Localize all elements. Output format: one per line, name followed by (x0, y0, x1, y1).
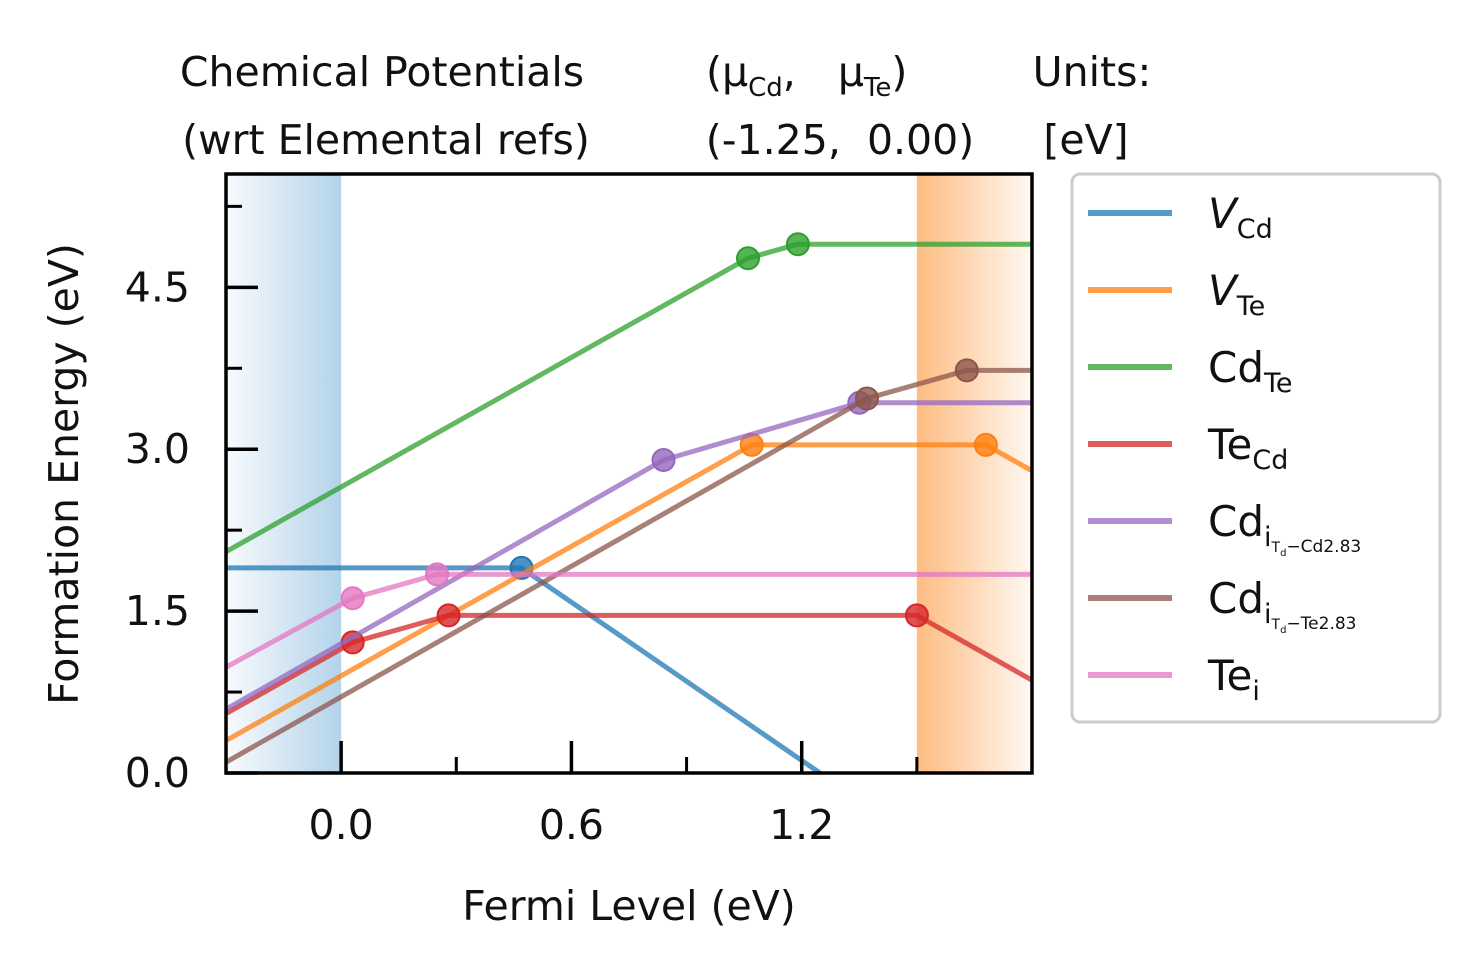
y-tick-label: 4.5 (125, 263, 190, 311)
x-tick-label: 0.6 (539, 801, 604, 849)
transition-level-marker-3-1 (436, 603, 461, 628)
mu-te-sub: Te (863, 73, 891, 103)
legend-label-main: Cd (1208, 574, 1264, 623)
transition-level-marker-6-1 (425, 562, 450, 587)
legend-label-main: Cd (1208, 343, 1264, 392)
legend-label-main: Te (1207, 420, 1252, 469)
legend-label-main: Cd (1208, 497, 1264, 546)
legend-label-main: V (1208, 266, 1240, 315)
header-units-line1: Units: (1033, 48, 1152, 96)
y-tick-label: 1.5 (125, 587, 190, 635)
y-tick-label: 0.0 (125, 749, 190, 797)
x-axis-label: Fermi Level (eV) (462, 882, 796, 930)
legend-label-sub: Te (1263, 368, 1293, 399)
legend-label-1: VTe (1208, 266, 1265, 322)
legend-label-0: VCd (1208, 189, 1273, 245)
header-units-line2: [eV] (1043, 116, 1128, 164)
series-line-4 (226, 400, 1032, 712)
plot-frame (224, 172, 1034, 775)
series-line-6 (226, 571, 1032, 670)
legend-label-4: CdiTd−Cd2.83 (1208, 497, 1361, 559)
legend-label-main: V (1208, 189, 1240, 238)
legend-label-sub: i (1264, 522, 1272, 553)
mu-te: μ (838, 48, 864, 96)
transition-level-marker-2-0 (736, 246, 760, 271)
legend-box (1070, 172, 1442, 724)
mu-open: (μ (706, 48, 748, 96)
legend-label-6: Tei (1207, 651, 1260, 707)
chart-header: Chemical Potentials (wrt Elemental refs)… (180, 48, 1151, 164)
transition-level-marker-6-0 (340, 586, 365, 611)
legend: VCdVTeCdTeTeCdCdiTd−Cd2.83CdiTd−Te2.83Te… (1070, 172, 1442, 724)
legend-label-5: CdiTd−Te2.83 (1208, 574, 1357, 636)
y-tick-label: 3.0 (125, 425, 190, 473)
legend-label-subtail: −Te2.83 (1286, 614, 1356, 634)
header-left-line2: (wrt Elemental refs) (182, 116, 590, 164)
header-mu-line: (μCd, μTe) (706, 48, 907, 103)
transition-level-marker-5-0 (855, 386, 879, 411)
valence-band-region (226, 174, 342, 773)
legend-label-2: CdTe (1208, 343, 1293, 399)
legend-label-subsubsub: d (1280, 548, 1286, 559)
legend-label-sub: i (1264, 599, 1272, 630)
mu-close: ) (891, 48, 907, 96)
legend-label-sub: Cd (1252, 445, 1288, 476)
legend-label-3: TeCd (1207, 420, 1288, 476)
tick-layer: 0.0 0.6 1.2 0.0 1.5 3.0 4.5 (125, 204, 919, 849)
legend-label-subtail: −Cd2.83 (1286, 537, 1361, 557)
mu-cd-sub: Cd (748, 73, 783, 103)
transition-level-marker-4-0 (651, 448, 676, 472)
legend-label-sub: Cd (1237, 214, 1273, 245)
mu-sep: , (783, 48, 796, 96)
transition-level-marker-2-1 (785, 232, 810, 257)
header-values-line: (-1.25, 0.00) (706, 116, 974, 164)
series-line-3 (226, 612, 1032, 716)
transition-level-marker-3-2 (904, 603, 929, 628)
legend-label-subsubsub: d (1280, 625, 1286, 636)
legend-label-subsub: T (1271, 617, 1281, 633)
header-left-line1: Chemical Potentials (180, 48, 584, 96)
transition-level-marker-5-1 (954, 358, 979, 383)
legend-items: VCdVTeCdTeTeCdCdiTd−Cd2.83CdiTd−Te2.83Te… (1088, 189, 1361, 707)
x-tick-label: 0.0 (309, 801, 374, 849)
series-line-1 (226, 442, 1032, 743)
y-axis-label: Formation Energy (eV) (40, 243, 88, 705)
series-layer (226, 232, 1032, 773)
legend-label-main: Te (1207, 651, 1252, 700)
legend-label-subsub: T (1271, 540, 1281, 556)
legend-label-sub: Te (1236, 291, 1266, 322)
conduction-band-region (916, 174, 1032, 773)
legend-label-sub: i (1252, 676, 1260, 707)
series-line-2 (226, 241, 1032, 554)
x-tick-label: 1.2 (769, 801, 834, 849)
transition-level-marker-1-1 (973, 432, 998, 457)
series-line-5 (226, 367, 1032, 765)
